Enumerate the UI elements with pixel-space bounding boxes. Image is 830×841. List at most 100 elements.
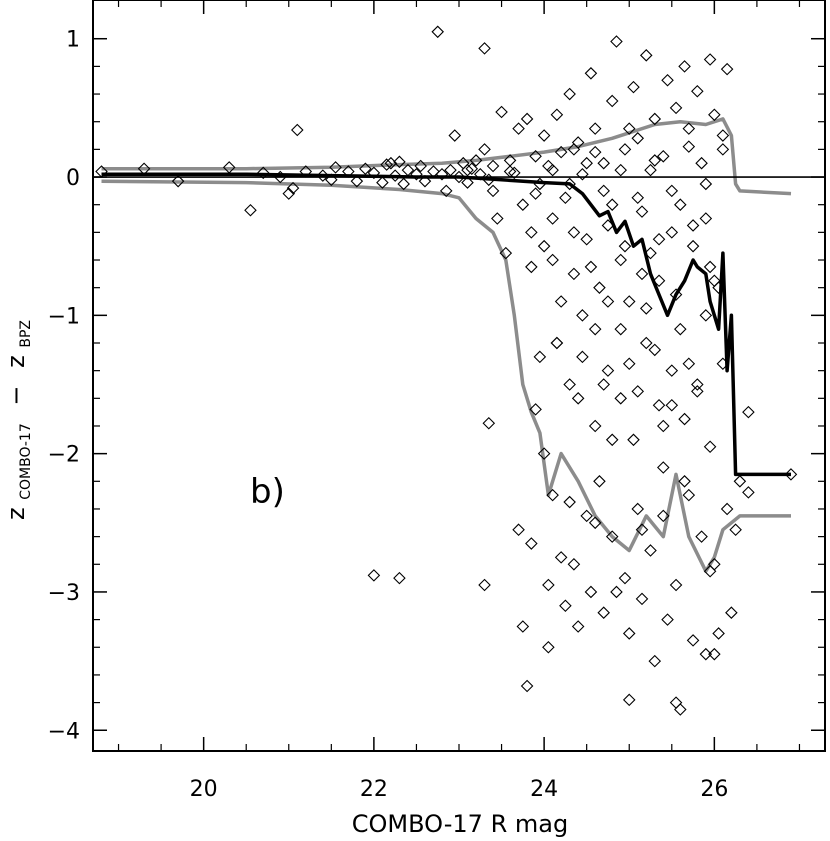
data-point-79 xyxy=(635,205,649,218)
data-point-126 xyxy=(520,679,534,693)
data-point-15 xyxy=(350,174,364,188)
data-point-41 xyxy=(478,143,491,156)
data-point-22 xyxy=(393,155,406,169)
data-point-214 xyxy=(614,322,627,336)
data-point-72 xyxy=(605,94,619,108)
data-point-195 xyxy=(639,302,653,315)
data-point-139 xyxy=(576,309,589,322)
y-tick-label-1: 1 xyxy=(66,28,80,53)
data-point-63 xyxy=(567,267,581,281)
data-point-105 xyxy=(648,154,662,167)
data-point-45 xyxy=(495,105,508,119)
data-point-124 xyxy=(512,523,525,536)
data-point-46 xyxy=(499,246,513,260)
data-point-165 xyxy=(686,634,700,647)
data-point-141 xyxy=(584,585,598,599)
data-point-98 xyxy=(716,143,730,156)
data-point-13 xyxy=(329,161,342,174)
data-point-60 xyxy=(554,145,568,159)
data-point-142 xyxy=(588,419,602,433)
data-point-179 xyxy=(784,468,798,481)
data-point-160 xyxy=(665,364,679,377)
data-point-216 xyxy=(648,343,662,357)
data-point-143 xyxy=(593,475,606,488)
x-axis-title: COMBO-17 R mag xyxy=(352,810,568,838)
data-point-137 xyxy=(567,558,581,571)
data-point-33 xyxy=(448,129,462,142)
data-point-122 xyxy=(478,578,491,592)
data-point-186 xyxy=(635,523,649,536)
data-point-94 xyxy=(699,212,713,225)
data-point-125 xyxy=(516,620,530,633)
data-point-150 xyxy=(622,627,636,640)
y-axis-title-minus: − xyxy=(2,386,30,406)
data-point-188 xyxy=(678,475,691,488)
data-point-5 xyxy=(256,166,270,180)
y-tick-label--2: −2 xyxy=(48,443,80,468)
data-point-199 xyxy=(708,274,721,288)
data-point-36 xyxy=(461,176,474,189)
data-point-48 xyxy=(508,166,521,180)
data-point-43 xyxy=(486,159,500,173)
data-point-21 xyxy=(388,169,402,182)
data-point-58 xyxy=(546,212,559,225)
data-point-103 xyxy=(614,163,627,177)
data-point-174 xyxy=(725,606,738,619)
data-point-217 xyxy=(665,398,679,412)
data-point-113 xyxy=(529,187,542,200)
data-point-128 xyxy=(529,403,542,416)
data-point-158 xyxy=(657,461,670,474)
data-point-132 xyxy=(546,488,559,502)
data-point-209 xyxy=(703,260,717,274)
data-point-145 xyxy=(601,364,615,377)
data-point-192 xyxy=(588,322,602,336)
data-point-178 xyxy=(742,486,755,499)
data-point-205 xyxy=(635,267,649,281)
data-point-138 xyxy=(571,620,585,633)
y-tick-label--1: −1 xyxy=(48,304,80,329)
data-point-7 xyxy=(282,187,296,200)
data-point-83 xyxy=(652,274,666,288)
y-tick-label--4: −4 xyxy=(48,719,80,744)
data-point-147 xyxy=(610,585,623,599)
data-point-74 xyxy=(614,253,627,267)
data-point-44 xyxy=(491,212,504,225)
data-point-173 xyxy=(720,502,734,516)
data-point-69 xyxy=(593,281,606,294)
data-point-180 xyxy=(622,693,636,707)
y-tick-label-0: 0 xyxy=(66,166,80,191)
data-point-106 xyxy=(665,184,679,198)
data-point-154 xyxy=(639,336,653,350)
data-point-117 xyxy=(605,198,619,211)
data-point-144 xyxy=(597,606,610,619)
data-point-82 xyxy=(648,112,662,126)
data-point-78 xyxy=(631,132,645,145)
data-point-130 xyxy=(537,447,551,460)
data-point-9 xyxy=(291,123,304,137)
data-point-67 xyxy=(584,67,598,80)
data-point-203 xyxy=(601,295,615,308)
data-point-129 xyxy=(533,350,547,364)
data-point-196 xyxy=(657,419,670,433)
data-point-182 xyxy=(708,647,721,661)
panel-label: b) xyxy=(250,472,285,512)
data-point-181 xyxy=(669,696,683,709)
data-point-116 xyxy=(588,145,602,159)
data-point-8 xyxy=(286,181,300,195)
data-point-66 xyxy=(580,232,593,246)
y-axis-title-sub1: COMBO-17 xyxy=(18,423,34,500)
svg-text:z COMBO-17 −: z COMBO-17 − z BPZ xyxy=(2,320,36,520)
data-point-127 xyxy=(525,537,538,550)
data-point-191 xyxy=(571,392,585,405)
data-point-189 xyxy=(703,564,717,578)
data-point-169 xyxy=(703,440,717,454)
data-point-26 xyxy=(414,159,427,173)
data-point-40 xyxy=(478,42,491,55)
data-point-135 xyxy=(559,599,572,613)
data-point-171 xyxy=(712,627,725,640)
data-point-185 xyxy=(588,516,602,530)
data-point-123 xyxy=(482,416,496,430)
y-axis-title-z2: z xyxy=(2,355,30,368)
data-point-38 xyxy=(469,154,483,167)
data-point-2 xyxy=(171,174,185,188)
